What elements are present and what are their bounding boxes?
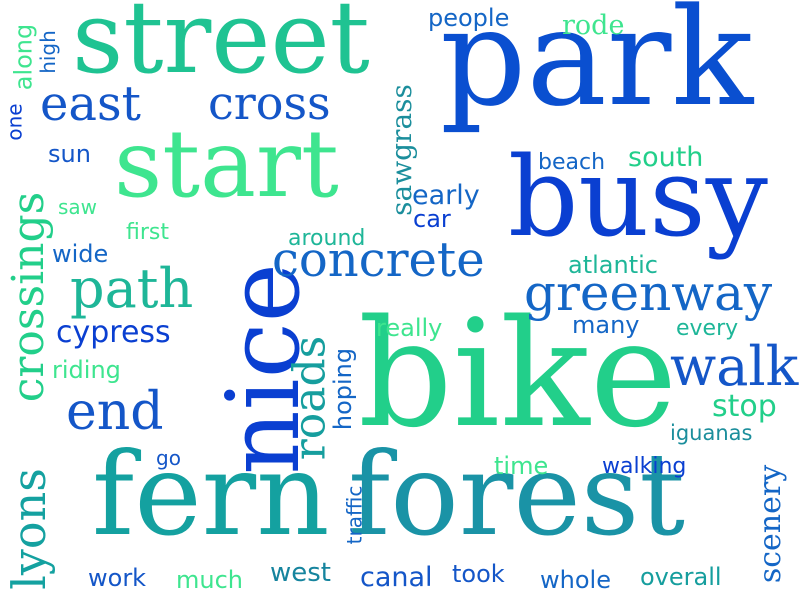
word-walk: walk bbox=[670, 335, 799, 398]
word-first: first bbox=[126, 220, 169, 245]
word-saw: saw bbox=[58, 195, 98, 219]
word-iguanas: iguanas bbox=[670, 421, 753, 445]
word-whole: whole bbox=[540, 566, 611, 594]
word-took: took bbox=[452, 560, 505, 588]
word-time: time bbox=[494, 452, 549, 480]
word-concrete: concrete bbox=[272, 232, 485, 288]
word-busy: busy bbox=[508, 133, 768, 261]
word-much: much bbox=[176, 566, 243, 594]
word-street: street bbox=[72, 0, 370, 96]
word-car: car bbox=[413, 205, 451, 233]
word-path: path bbox=[70, 257, 194, 320]
word-rode: rode bbox=[562, 10, 625, 41]
word-people: people bbox=[428, 4, 510, 32]
word-wide: wide bbox=[52, 240, 109, 268]
word-beach: beach bbox=[538, 150, 606, 175]
word-sun: sun bbox=[48, 140, 91, 168]
word-traffic: traffic bbox=[342, 485, 367, 545]
word-stop: stop bbox=[712, 389, 777, 424]
word-every: every bbox=[676, 316, 739, 341]
word-scenery: scenery bbox=[753, 464, 789, 584]
word-roads: roads bbox=[284, 335, 336, 461]
word-cross: cross bbox=[208, 76, 331, 130]
word-cypress: cypress bbox=[56, 315, 171, 350]
word-fern: fern bbox=[92, 428, 330, 561]
word-around: around bbox=[288, 226, 366, 251]
word-along: along bbox=[9, 23, 38, 91]
word-west: west bbox=[270, 558, 332, 588]
word-many: many bbox=[572, 311, 640, 339]
word-one: one bbox=[2, 103, 27, 141]
word-bike: bike bbox=[358, 288, 678, 460]
word-south: south bbox=[628, 142, 704, 173]
word-crossings: crossings bbox=[3, 191, 55, 403]
word-walking: walking bbox=[602, 454, 687, 479]
word-canal: canal bbox=[360, 562, 433, 593]
word-go: go bbox=[156, 446, 181, 470]
word-end: end bbox=[66, 382, 164, 442]
word-high: high bbox=[35, 30, 60, 74]
word-forest: forest bbox=[348, 428, 686, 561]
word-work: work bbox=[88, 564, 147, 592]
word-atlantic: atlantic bbox=[568, 251, 658, 279]
word-early: early bbox=[412, 180, 480, 211]
word-overall: overall bbox=[640, 563, 722, 591]
word-greenway: greenway bbox=[524, 264, 773, 322]
word-hoping: hoping bbox=[329, 347, 358, 431]
word-start: start bbox=[114, 110, 339, 219]
word-lyons: lyons bbox=[1, 468, 56, 590]
word-really: really bbox=[376, 314, 443, 342]
word-east: east bbox=[40, 76, 141, 132]
word-park: park bbox=[440, 0, 754, 136]
word-riding: riding bbox=[52, 356, 121, 384]
